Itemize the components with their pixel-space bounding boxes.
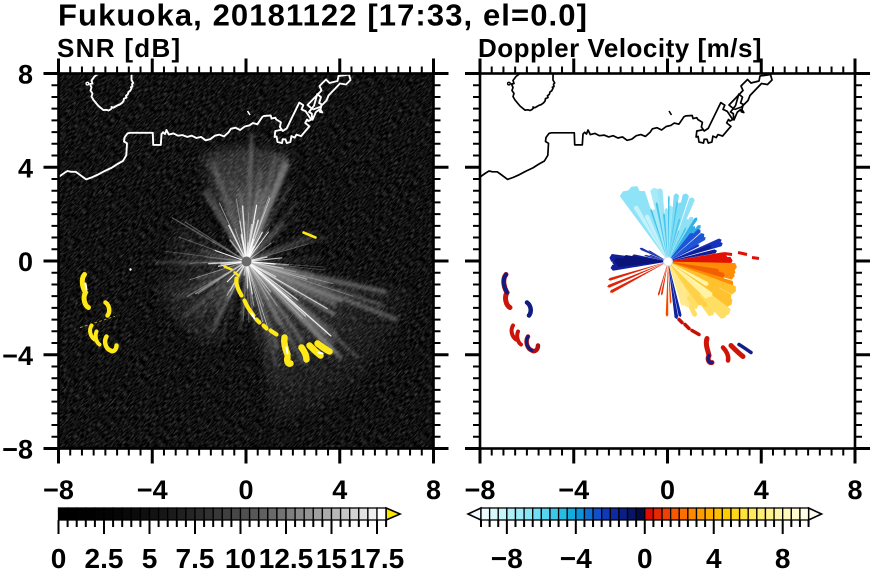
svg-text:−4: −4 [137, 475, 168, 505]
svg-text:−4: −4 [558, 475, 589, 505]
svg-text:7.5: 7.5 [176, 543, 215, 570]
svg-text:4: 4 [754, 475, 769, 505]
svg-text:8: 8 [426, 475, 441, 505]
svg-text:0: 0 [637, 543, 653, 570]
svg-text:Fukuoka, 20181122 [17:33, el=0: Fukuoka, 20181122 [17:33, el=0.0] [58, 0, 588, 33]
svg-text:17.5: 17.5 [350, 543, 405, 570]
svg-text:−4: −4 [2, 341, 33, 371]
svg-text:−8: −8 [491, 543, 523, 570]
svg-text:−8: −8 [43, 475, 74, 505]
svg-text:15: 15 [316, 543, 347, 570]
svg-text:0: 0 [51, 543, 67, 570]
svg-text:10: 10 [225, 543, 256, 570]
svg-text:4: 4 [332, 475, 347, 505]
svg-text:4: 4 [706, 543, 722, 570]
svg-text:−8: −8 [465, 475, 496, 505]
svg-text:4: 4 [18, 153, 33, 183]
svg-text:Doppler Velocity [m/s]: Doppler Velocity [m/s] [478, 33, 762, 63]
svg-text:SNR [dB]: SNR [dB] [57, 33, 182, 63]
svg-text:−8: −8 [2, 435, 33, 465]
svg-text:8: 8 [847, 475, 862, 505]
svg-text:12.5: 12.5 [259, 543, 314, 570]
svg-text:0: 0 [238, 475, 253, 505]
svg-text:8: 8 [18, 60, 33, 90]
svg-text:−4: −4 [560, 543, 592, 570]
svg-text:2.5: 2.5 [85, 543, 124, 570]
svg-text:0: 0 [18, 247, 33, 277]
svg-text:8: 8 [775, 543, 791, 570]
svg-text:0: 0 [660, 475, 675, 505]
svg-text:5: 5 [142, 543, 158, 570]
